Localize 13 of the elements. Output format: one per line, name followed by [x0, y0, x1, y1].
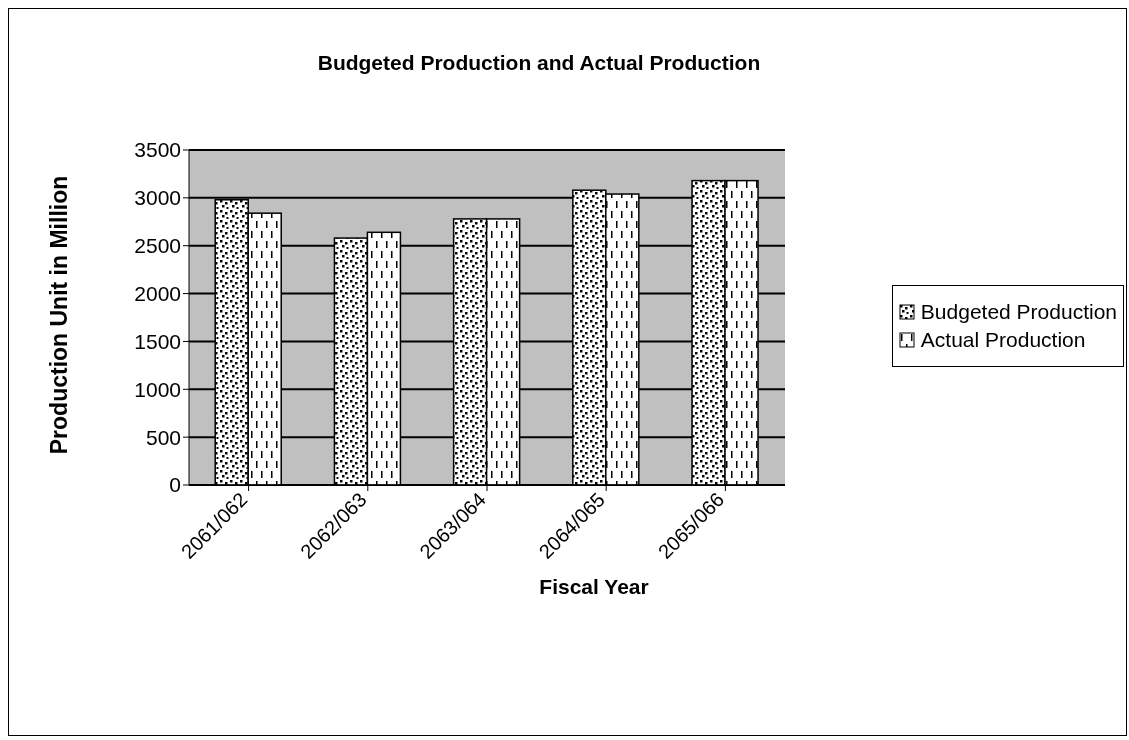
y-tick-label: 3500: [134, 138, 181, 162]
y-tick-label: 1500: [134, 329, 181, 353]
y-tick-label: 500: [145, 425, 181, 449]
y-tick-label: 2500: [134, 234, 181, 258]
y-axis-title: Production Unit in Million: [45, 175, 73, 455]
text: Budgeted Production: [920, 300, 1117, 324]
y-tick-label: 1000: [134, 377, 181, 401]
y-tick-label: 3000: [134, 186, 181, 210]
y-tick-label: 0: [169, 473, 181, 497]
text: Actual Production: [920, 328, 1086, 352]
x-axis-title: Fiscal Year: [538, 575, 650, 599]
chart-title: Budgeted Production and Actual Production: [316, 51, 762, 75]
y-tick-label: 2000: [134, 282, 181, 306]
